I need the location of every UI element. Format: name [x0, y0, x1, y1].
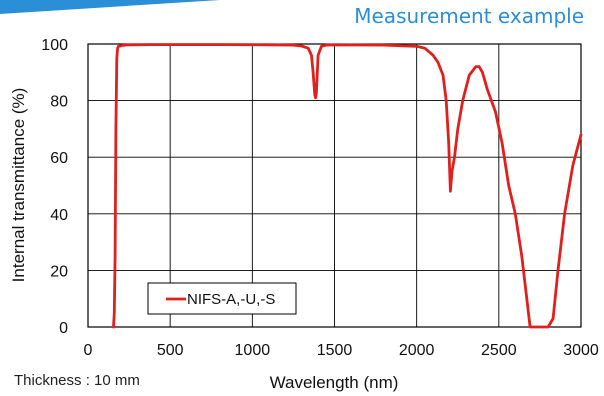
y-axis-label: Internal transmittance (%)	[9, 88, 28, 283]
x-tick-label: 500	[157, 342, 184, 359]
y-tick-label: 0	[59, 320, 68, 337]
x-tick-label: 1000	[235, 342, 271, 359]
x-tick-label: 2500	[481, 342, 517, 359]
grid-lines	[88, 44, 581, 327]
x-tick-label: 2000	[399, 342, 435, 359]
thickness-note: Thickness : 10 mm	[14, 372, 140, 389]
x-tick-label: 3000	[563, 342, 599, 359]
y-tick-label: 60	[50, 150, 68, 167]
legend: NIFS-A,-U,-S	[147, 282, 297, 315]
y-tick-label: 20	[50, 263, 68, 280]
legend-label: NIFS-A,-U,-S	[187, 291, 275, 308]
header-banner-shape	[0, 0, 220, 14]
y-tick-label: 80	[50, 94, 68, 111]
series-line-nifs	[112, 43, 583, 329]
y-tick-label: 100	[41, 37, 68, 54]
x-tick-label: 0	[84, 342, 93, 359]
y-tick-label: 40	[50, 207, 68, 224]
tick-labels: 0 500 1000 1500 2000 2500 3000 0 20 40 60 80 100	[41, 37, 599, 359]
x-axis-label: Wavelength (nm)	[270, 373, 399, 392]
x-tick-label: 1500	[317, 342, 353, 359]
page-title: Measurement example	[354, 4, 584, 28]
